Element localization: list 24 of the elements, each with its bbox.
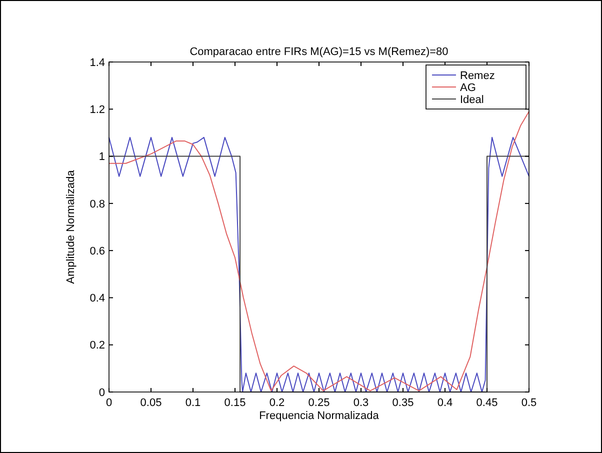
chart-title: Comparacao entre FIRs M(AG)=15 vs M(Remez)=80 (190, 46, 448, 58)
x-tick-label: 0.3 (353, 397, 369, 409)
y-tick-label: 0.2 (90, 340, 105, 352)
x-tick-label: 0.45 (476, 397, 498, 409)
y-tick-label: 0.6 (90, 245, 105, 258)
y-tick-label: 1.2 (90, 104, 105, 116)
legend-label: Remez (460, 70, 495, 82)
y-tick-label: 0.4 (90, 292, 105, 305)
x-tick-label: 0.4 (437, 397, 453, 409)
x-tick-label: 0.15 (224, 397, 246, 409)
x-tick-label: 0.5 (521, 397, 537, 409)
y-axis-title: Amplitude Normalizada (65, 169, 77, 284)
x-tick-label: 0.1 (185, 397, 201, 409)
y-tick-label: 1.4 (90, 56, 105, 69)
y-tick-label: 1 (98, 151, 105, 164)
x-axis-title: Frequencia Normalizada (259, 410, 380, 422)
x-tick-label: 0.05 (140, 397, 162, 409)
y-tick-label: 0.8 (90, 198, 105, 210)
x-tick-label: 0.2 (269, 397, 285, 409)
y-tick-label: 0 (98, 386, 105, 399)
x-tick-label: 0.25 (308, 397, 330, 409)
legend-label: AG (460, 82, 476, 94)
legend-label: Ideal (460, 94, 484, 106)
x-tick-label: 0.35 (392, 397, 414, 409)
